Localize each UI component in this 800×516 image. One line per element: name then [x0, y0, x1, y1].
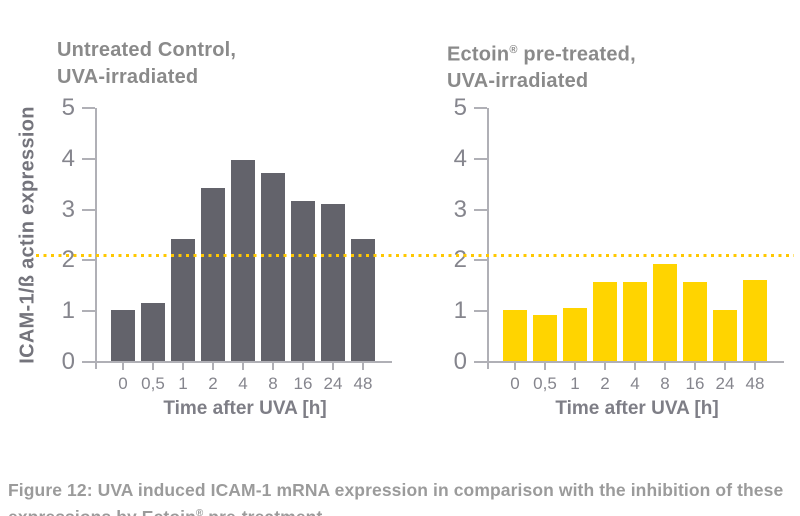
bar: [683, 282, 707, 361]
y-tick-label: 4: [61, 144, 75, 172]
y-tick-label: 1: [453, 297, 467, 325]
bar: [563, 307, 587, 361]
x-tick-label: 0: [118, 374, 128, 393]
y-tick-label: 0: [453, 348, 467, 375]
bar: [533, 315, 557, 361]
y-axis-line: [487, 108, 489, 369]
x-tick-label: 0: [510, 374, 520, 393]
x-tick-label: 1: [178, 374, 188, 393]
bar: [141, 302, 165, 361]
x-tick-label: 24: [323, 374, 343, 393]
x-tick: [332, 363, 334, 370]
bar: [743, 279, 767, 361]
bar: [261, 173, 285, 361]
chart-title-untreated: Untreated Control, UVA-irradiated: [57, 37, 236, 91]
y-tick: [82, 361, 95, 363]
y-tick: [82, 107, 95, 109]
x-tick: [634, 363, 636, 370]
y-tick-label: 3: [61, 195, 75, 223]
x-tick: [122, 363, 124, 370]
x-tick: [694, 363, 696, 370]
reference-line: [36, 254, 794, 258]
x-tick: [514, 363, 516, 370]
plot-area-untreated: 0 1 2 3 4 5 0 0,5 1 2 4 8 16 24 48: [62, 94, 395, 393]
chart-title-line: Untreated Control,: [57, 38, 237, 61]
x-tick: [664, 363, 666, 370]
x-tick-label: 8: [660, 374, 670, 393]
y-tick-label: 1: [61, 297, 75, 325]
x-tick-label: 48: [353, 374, 373, 393]
y-tick: [82, 208, 95, 211]
x-tick-label: 24: [715, 374, 735, 393]
x-tick: [574, 363, 576, 370]
bar: [171, 239, 195, 361]
x-tick: [182, 363, 184, 370]
y-tick: [82, 310, 95, 313]
x-tick: [302, 363, 304, 370]
x-tick-label: 2: [600, 374, 610, 393]
x-axis-line: [487, 361, 784, 363]
x-tick-label: 2: [208, 374, 218, 393]
figure-caption: Figure 12: UVA induced ICAM-1 mRNA expre…: [8, 479, 794, 516]
y-tick: [474, 361, 487, 363]
x-tick-label: 16: [685, 374, 705, 393]
x-tick-label: 48: [745, 374, 765, 393]
x-axis-line: [95, 361, 392, 363]
y-tick: [82, 259, 95, 262]
y-tick-label: 0: [61, 348, 75, 375]
x-tick-label: 16: [293, 374, 313, 393]
y-tick: [474, 107, 487, 109]
x-axis-title-ectoin: Time after UVA [h]: [555, 398, 719, 419]
y-tick: [82, 157, 95, 160]
x-tick: [242, 363, 244, 370]
x-tick: [152, 363, 154, 370]
plot-area-ectoin: 0 1 2 3 4 5 0 0,5 1 2 4 8 16 24 48: [454, 94, 787, 393]
x-tick-label: 1: [570, 374, 580, 393]
y-tick: [474, 310, 487, 313]
y-axis-label: ICAM-1/ß actin expression: [16, 106, 39, 364]
y-axis-line: [95, 108, 97, 369]
x-tick-label: 0,5: [533, 374, 557, 393]
bar: [623, 282, 647, 361]
bar: [593, 282, 617, 361]
x-tick-label: 8: [268, 374, 278, 393]
y-tick-label: 5: [453, 94, 467, 121]
x-tick: [272, 363, 274, 370]
registered-mark: ®: [195, 507, 204, 516]
x-tick: [362, 363, 364, 370]
chart-title-line: Ectoin® pre-treated,: [447, 43, 636, 66]
y-tick: [474, 157, 487, 160]
bar: [201, 188, 225, 361]
bar: [653, 264, 677, 361]
y-tick-label: 2: [61, 246, 75, 274]
x-axis-title-untreated: Time after UVA [h]: [163, 398, 327, 419]
y-tick-label: 4: [453, 144, 467, 172]
bar: [351, 239, 375, 361]
y-tick-label: 3: [453, 195, 467, 223]
x-tick: [724, 363, 726, 370]
bar: [231, 160, 255, 361]
x-tick-label: 4: [630, 374, 640, 393]
bar: [713, 310, 737, 361]
y-tick-label: 2: [453, 246, 467, 274]
y-tick-label: 5: [61, 94, 75, 121]
y-tick: [474, 259, 487, 262]
x-tick: [212, 363, 214, 370]
x-tick: [544, 363, 546, 370]
bar: [111, 310, 135, 361]
chart-title-line: UVA-irradiated: [57, 65, 199, 88]
chart-title-ectoin: Ectoin® pre-treated, UVA-irradiated: [447, 37, 636, 96]
bar: [291, 200, 315, 361]
chart-title-line: UVA-irradiated: [447, 70, 589, 93]
bar: [321, 203, 345, 361]
registered-mark: ®: [509, 43, 518, 56]
bar: [503, 310, 527, 361]
x-tick-label: 4: [238, 374, 248, 393]
x-tick: [604, 363, 606, 370]
y-tick: [474, 208, 487, 211]
x-tick-label: 0,5: [141, 374, 165, 393]
x-tick: [754, 363, 756, 370]
